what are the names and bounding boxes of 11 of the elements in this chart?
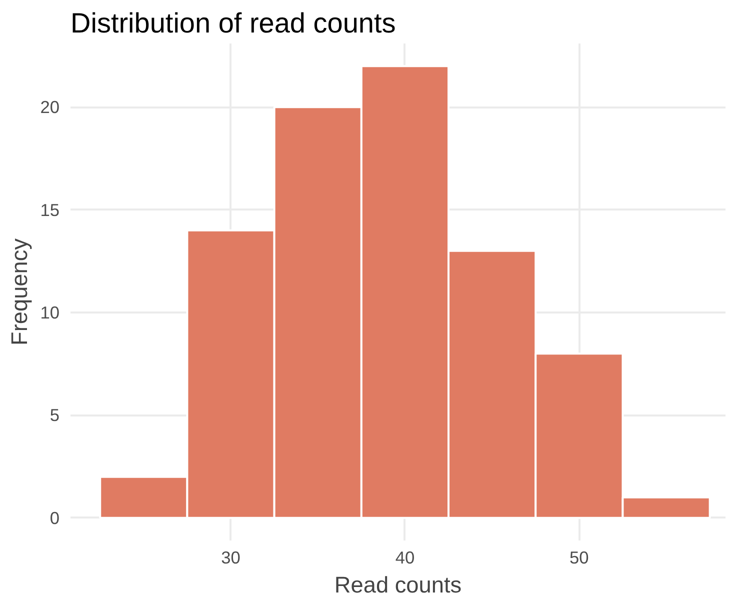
y-tick-label: 5 bbox=[50, 405, 60, 426]
x-axis-title: Read counts bbox=[334, 572, 462, 598]
y-tick-label: 10 bbox=[40, 302, 60, 323]
x-tick-label: 30 bbox=[221, 548, 240, 568]
x-tick-label: 40 bbox=[395, 548, 415, 568]
x-tick-label: 50 bbox=[570, 548, 589, 568]
y-tick-label: 0 bbox=[50, 508, 60, 528]
y-tick-label: 20 bbox=[40, 97, 60, 118]
y-tick-label: 15 bbox=[40, 200, 60, 220]
y-axis-title: Frequency bbox=[6, 238, 32, 346]
chart-title: Distribution of read counts bbox=[70, 8, 396, 38]
